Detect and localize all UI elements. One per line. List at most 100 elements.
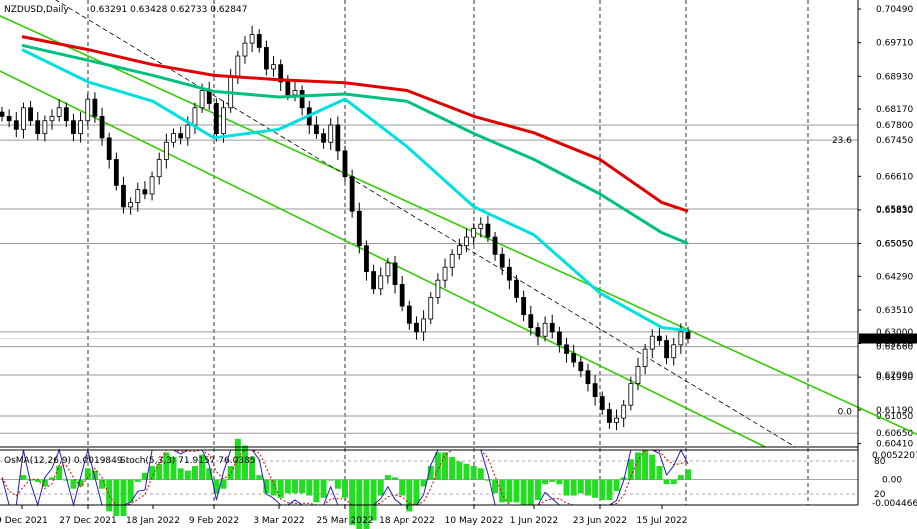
candle-body — [442, 266, 448, 281]
price-tick-label: 0.68930 — [876, 72, 913, 82]
date-tick-label: 3 Mar 2022 — [253, 516, 304, 526]
osma-bar — [227, 466, 234, 480]
candle-body — [514, 279, 519, 298]
osma-bar — [134, 479, 141, 482]
trend-line — [55, 0, 796, 448]
level-label-bg — [874, 120, 917, 131]
candle-body — [556, 331, 562, 346]
osma-bar — [77, 479, 84, 487]
candle-body — [292, 90, 298, 96]
candle-body — [28, 107, 33, 122]
date-tick-label: 1 Jun 2022 — [510, 516, 558, 526]
date-tick-label: 25 Mar 2022 — [316, 516, 373, 526]
osma-bar — [463, 463, 470, 480]
candle-body — [485, 223, 491, 238]
candle-body — [635, 365, 641, 385]
osma-bar — [477, 468, 484, 480]
date-tick-label: 10 May 2022 — [445, 516, 504, 526]
candle-body — [414, 322, 419, 333]
level-label: 0.60650 — [876, 429, 913, 439]
level-label-bg — [874, 204, 917, 215]
price-tick-label: 0.61190 — [876, 406, 913, 416]
candle-body — [192, 107, 198, 126]
osma-bar — [613, 479, 620, 491]
candle-body — [549, 322, 555, 333]
date-tick-label: 18 Apr 2022 — [379, 516, 435, 526]
level-label: 0.65050 — [876, 240, 913, 250]
level-label: 0.62660 — [876, 343, 913, 353]
candle-body — [128, 202, 134, 208]
osma-bar — [434, 452, 441, 480]
ohlc-label: 0.63291 0.63428 0.62733 0.62847 — [90, 5, 247, 15]
candle-body — [99, 115, 105, 139]
candle-body — [642, 348, 648, 367]
price-tick-label: 0.65830 — [876, 206, 913, 216]
osma-bar — [270, 479, 277, 496]
candle-body — [328, 124, 334, 143]
osma-bar — [577, 479, 584, 494]
candle-body — [585, 370, 591, 385]
osma-bar — [556, 479, 563, 485]
osma-bar — [334, 479, 341, 489]
candle-body — [628, 383, 634, 406]
osma-bar — [392, 477, 399, 480]
level-label-bg — [874, 326, 917, 337]
price-tick-label: 0.64290 — [876, 272, 913, 282]
candle-body — [21, 107, 26, 130]
candle-body — [163, 141, 169, 160]
candle-body — [71, 120, 76, 135]
osma-bar — [470, 466, 477, 480]
osma-bar — [306, 479, 313, 496]
osma-bar — [677, 475, 684, 480]
osma-bar — [384, 475, 391, 480]
candle-body — [685, 331, 691, 339]
fib-label: 23.6 — [832, 136, 852, 146]
candle-body — [606, 409, 612, 423]
level-label-bg — [874, 370, 917, 381]
osma-bar — [256, 475, 263, 480]
date-tick-label: 15 Jul 2022 — [637, 516, 688, 526]
osma-bar — [592, 479, 599, 498]
level-label: 0.67450 — [876, 136, 913, 146]
osma-bar — [356, 479, 363, 529]
osma-bar — [249, 456, 256, 480]
candle-body — [592, 383, 598, 397]
candle-body — [456, 245, 462, 255]
osma-bar — [534, 479, 541, 501]
osma-bar — [234, 438, 241, 480]
osma-bar — [184, 470, 191, 480]
candle-body — [528, 314, 534, 328]
level-label-bg — [874, 135, 917, 146]
osma-bar — [320, 479, 327, 498]
candle-body — [213, 103, 219, 135]
symbol-label: NZDUSD,Daily — [4, 5, 69, 15]
candle-body — [185, 124, 191, 139]
candle-body — [435, 279, 441, 298]
price-tick-label: 0.70490 — [876, 5, 913, 15]
osma-bar — [34, 479, 41, 482]
osma-bar — [342, 479, 348, 498]
osma-bar — [120, 479, 127, 516]
date-tick-label: 27 Dec 2021 — [59, 516, 117, 526]
candle-body — [335, 124, 341, 152]
osma-bar — [20, 475, 27, 480]
osma-bar — [413, 479, 420, 505]
level-label-bg — [874, 410, 917, 421]
osma-bar — [656, 466, 663, 480]
stoch-axis-80: 80 — [874, 457, 886, 467]
candle-body — [285, 81, 291, 96]
candle-body — [678, 331, 684, 346]
price-tick-label: 0.65050 — [876, 240, 913, 250]
osma-bar — [299, 479, 306, 494]
candle-body — [378, 275, 384, 290]
osma-bar — [91, 470, 98, 480]
candle-body — [399, 284, 405, 307]
candle-body — [342, 150, 348, 178]
level-label: 0.65850 — [876, 205, 913, 215]
candle-body — [63, 107, 69, 122]
osma-bar — [27, 479, 34, 481]
osma-bar — [327, 479, 334, 481]
level-label-bg — [874, 238, 917, 249]
